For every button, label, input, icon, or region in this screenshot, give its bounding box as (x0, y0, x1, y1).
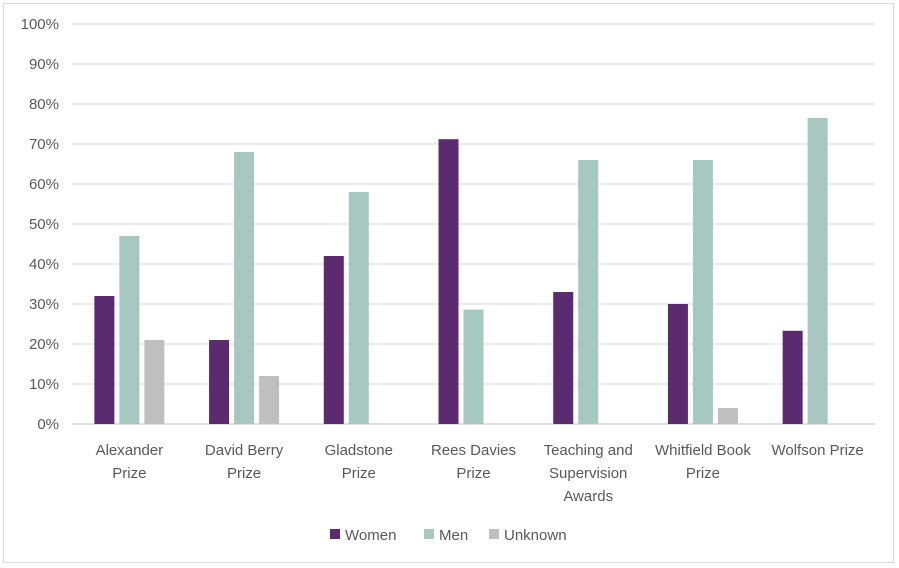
x-category-label: Prize (112, 465, 146, 482)
x-category-label: David Berry (205, 442, 284, 459)
x-category-label: Alexander (96, 442, 164, 459)
y-tick-label: 70% (29, 136, 59, 153)
bar-men (463, 309, 484, 424)
bar-women (438, 139, 459, 424)
x-category-label: Awards (563, 488, 613, 505)
bar-men (234, 152, 255, 424)
bar-men (119, 236, 140, 424)
legend-swatch-women (330, 529, 340, 539)
bar-men (807, 118, 828, 424)
y-tick-label: 60% (29, 176, 59, 193)
legend-label-men: Men (439, 527, 468, 544)
bar-men (578, 160, 599, 424)
bar-unknown (717, 408, 738, 424)
x-category-label: Teaching and (544, 442, 633, 459)
bar-unknown (144, 340, 165, 424)
y-tick-label: 20% (29, 336, 59, 353)
x-category-label: Gladstone (325, 442, 393, 459)
bar-women (667, 304, 688, 424)
y-tick-label: 10% (29, 376, 59, 393)
bar-men (692, 160, 713, 424)
x-category-label: Prize (342, 465, 376, 482)
x-category-label: Rees Davies (431, 442, 516, 459)
bar-men (348, 192, 369, 424)
x-category-label: Whitfield Book (655, 442, 751, 459)
x-category-label: Supervision (549, 465, 627, 482)
x-category-label: Prize (456, 465, 490, 482)
y-tick-label: 0% (37, 416, 59, 433)
x-category-label: Prize (227, 465, 261, 482)
x-category-label: Prize (686, 465, 720, 482)
y-tick-label: 30% (29, 296, 59, 313)
bar-unknown (259, 376, 280, 424)
bar-women (94, 296, 115, 424)
bar-women (209, 340, 230, 424)
legend-swatch-men (424, 529, 434, 539)
y-tick-label: 50% (29, 216, 59, 233)
y-tick-label: 40% (29, 256, 59, 273)
legend-label-unknown: Unknown (504, 527, 567, 544)
y-tick-label: 80% (29, 96, 59, 113)
bar-women (553, 292, 574, 424)
bar-women (323, 256, 344, 424)
y-tick-label: 90% (29, 56, 59, 73)
legend-swatch-unknown (489, 529, 499, 539)
legend-label-women: Women (345, 527, 396, 544)
bar-women (782, 330, 803, 424)
y-tick-label: 100% (21, 16, 59, 33)
x-category-label: Wolfson Prize (772, 442, 864, 459)
